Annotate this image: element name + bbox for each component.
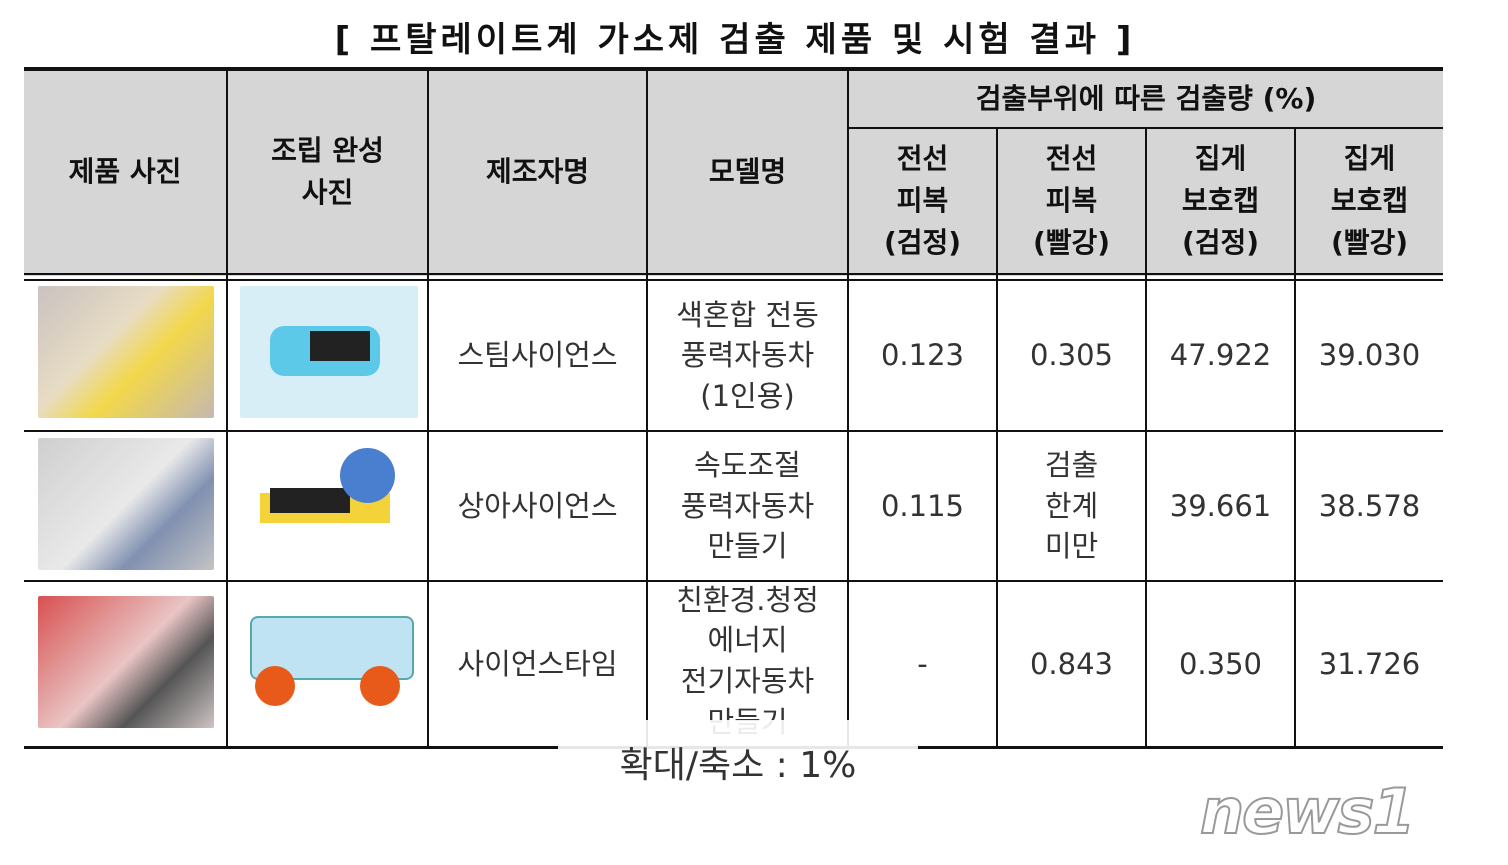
row-divider [24,580,1443,582]
column-divider [1145,128,1147,747]
header-wire-red: 전선 피복 (빨강) [1032,142,1111,259]
product-photo [38,438,214,570]
header-manufacturer: 제조자명 [485,155,590,188]
header-product-photo: 제품 사진 [68,155,182,188]
value-cell: - [917,646,928,681]
assembled-photo [240,286,418,418]
value-cell: 47.922 [1169,338,1272,373]
header-wire-black: 전선 피복 (검정) [883,142,962,259]
value-cell: 0.843 [1029,646,1114,681]
header-bottom-border [24,273,1443,275]
column-divider [1294,128,1296,747]
header-clip-red: 집게 보호캡 (빨강) [1330,142,1409,259]
value-cell: 39.661 [1169,488,1272,523]
header-background [24,70,1443,276]
manufacturer-cell: 스팀사이언스 [457,338,618,373]
header-model: 모델명 [708,155,787,188]
value-cell: 0.350 [1178,646,1263,681]
value-cell: 0.123 [880,338,965,373]
product-photo [38,596,214,728]
header-assembled-photo: 조립 완성 사진 [271,134,384,209]
value-cell: 검출 한계 미만 [1044,448,1099,564]
header-detection-group: 검출부위에 따른 검출량 (%) [975,82,1317,115]
product-photo [38,286,214,418]
news1-logo: news1 [1199,774,1417,849]
table-title: [ 프탈레이트계 가소제 검출 제품 및 시험 결과 ] [334,20,1136,60]
table-top-border [24,67,1443,71]
model-cell: 색혼합 전동 풍력자동차 (1인용) [676,297,819,413]
header-clip-black: 집게 보호캡 (검정) [1181,142,1260,259]
assembled-photo [240,596,418,728]
column-divider [427,70,429,747]
value-cell: 31.726 [1318,646,1421,681]
value-cell: 39.030 [1318,338,1421,373]
zoom-overlay [558,720,918,762]
column-divider [646,70,648,747]
manufacturer-cell: 사이언스타임 [457,646,618,681]
model-cell: 속도조절 풍력자동차 만들기 [680,448,815,564]
value-cell: 0.305 [1029,338,1114,373]
row-divider [24,430,1443,432]
column-divider [996,128,998,747]
value-cell: 38.578 [1318,488,1421,523]
value-cell: 0.115 [880,488,965,523]
manufacturer-cell: 상아사이언스 [457,488,618,523]
zoom-level-indicator: 확대/축소 : 1% [619,745,857,786]
header-bottom-border-2 [24,279,1443,281]
assembled-photo [240,438,418,570]
column-divider [847,70,849,747]
column-divider [226,70,228,747]
